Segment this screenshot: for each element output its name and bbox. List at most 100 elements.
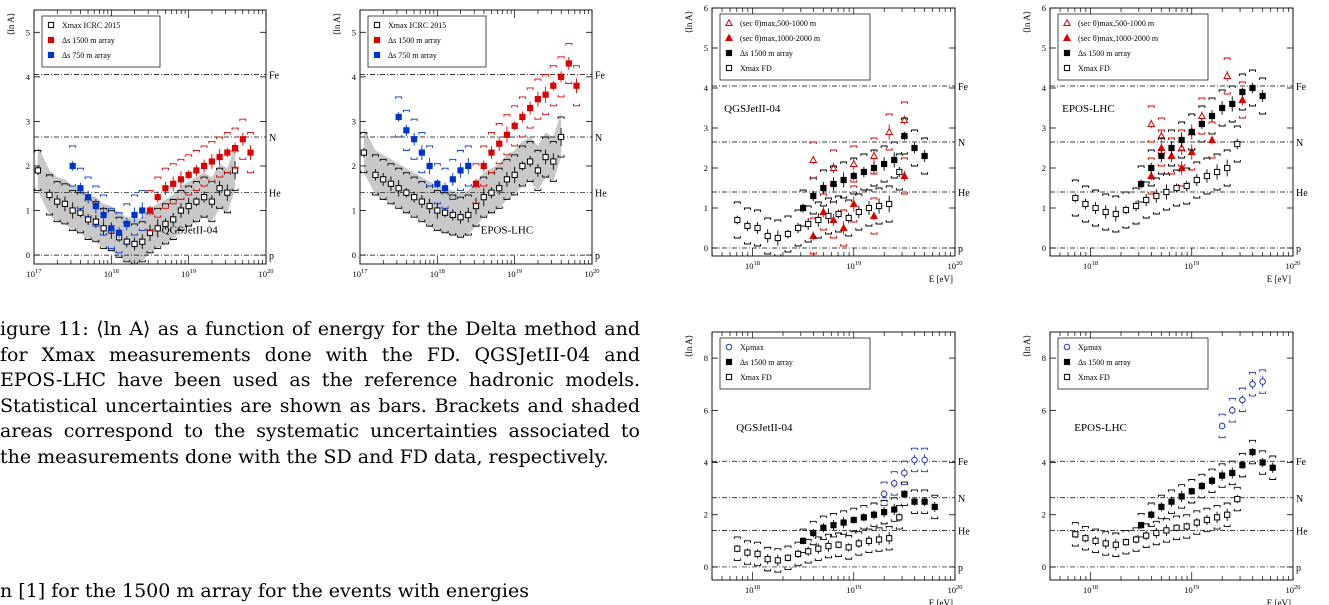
legend-entry: Δs 1500 m array <box>388 36 441 45</box>
data-point <box>1213 168 1221 176</box>
data-point <box>849 159 858 167</box>
systematic-bracket <box>154 207 162 249</box>
systematic-bracket <box>845 535 853 560</box>
data-point <box>162 220 169 227</box>
data-point <box>131 211 138 219</box>
data-point <box>875 202 883 210</box>
plot-frame <box>1049 331 1294 581</box>
x-tick-label: 1018 <box>745 584 760 595</box>
data-point <box>46 191 53 199</box>
data-point <box>1224 511 1231 518</box>
systematic-bracket <box>495 123 503 165</box>
data-point <box>1183 182 1190 190</box>
systematic-bracket <box>1081 185 1089 223</box>
systematic-bracket <box>402 109 410 151</box>
legend-marker <box>725 358 733 366</box>
systematic-bracket <box>1249 372 1256 397</box>
data-point <box>387 180 395 187</box>
systematic-bracket <box>200 176 208 218</box>
legend-marker <box>1063 49 1071 57</box>
systematic-bracket <box>1168 129 1175 167</box>
systematic-bracket <box>464 145 472 187</box>
y-tick-label: 1 <box>704 203 708 213</box>
y-tick-label: 1 <box>26 206 30 216</box>
systematic-bracket <box>1259 77 1267 115</box>
data-point <box>208 198 215 205</box>
systematic-bracket <box>1157 129 1165 167</box>
data-point <box>1259 459 1266 466</box>
data-point <box>870 511 878 518</box>
data-point <box>418 198 425 205</box>
systematic-bracket <box>53 181 61 223</box>
y-tick-label: 5 <box>26 27 30 37</box>
legend-marker <box>1062 33 1072 41</box>
data-point <box>870 164 878 172</box>
data-point <box>921 498 928 505</box>
data-point <box>488 149 495 156</box>
data-point <box>108 225 115 232</box>
systematic-bracket <box>1223 57 1231 95</box>
y-tick-label: 3 <box>704 123 708 133</box>
systematic-bracket <box>418 132 426 174</box>
systematic-bracket <box>1071 522 1079 547</box>
systematic-bracket <box>931 494 939 520</box>
systematic-bracket <box>754 209 762 247</box>
data-point <box>418 149 425 156</box>
systematic-bracket <box>830 512 837 538</box>
data-point <box>1269 464 1276 471</box>
legend-box <box>719 13 871 81</box>
systematic-bracket <box>61 183 69 225</box>
data-point <box>815 216 822 224</box>
systematic-bracket <box>850 157 858 195</box>
reference-label-he: He <box>269 189 281 200</box>
systematic-bracket <box>1238 73 1246 111</box>
systematic-bracket <box>107 210 115 252</box>
y-tick-label: 5 <box>352 27 356 37</box>
data-point <box>146 207 154 214</box>
data-point <box>896 168 903 176</box>
data-point <box>239 136 246 143</box>
data-point <box>139 238 146 245</box>
reference-label-p: p <box>958 563 963 574</box>
data-point <box>855 540 862 547</box>
y-tick-label: 0 <box>704 243 708 253</box>
reference-label-he: He <box>1296 526 1308 537</box>
data-point <box>177 176 185 183</box>
data-point <box>1207 135 1217 143</box>
systematic-bracket <box>814 201 822 239</box>
systematic-bracket <box>733 536 741 561</box>
systematic-bracket <box>845 199 853 237</box>
model-label: QGSJetII-04 <box>724 103 781 115</box>
y-tick-label: 2 <box>704 163 708 173</box>
y-tick-label: 1 <box>1042 203 1046 213</box>
x-tick-label: 1019 <box>507 268 522 279</box>
x-tick-label: 1018 <box>430 268 445 279</box>
y-tick-label: 4 <box>704 458 709 468</box>
systematic-bracket <box>231 127 239 169</box>
data-point <box>69 162 76 170</box>
x-axis-label: E [eV] <box>1267 598 1291 605</box>
data-point <box>360 149 367 156</box>
data-point <box>845 544 852 551</box>
data-point <box>1122 206 1130 214</box>
data-point <box>794 224 802 232</box>
legend-entry: Δs 1500 m array <box>1078 358 1131 367</box>
systematic-bracket <box>426 145 434 187</box>
systematic-bracket <box>1173 169 1181 207</box>
data-point <box>1132 202 1140 210</box>
systematic-bracket <box>870 149 878 187</box>
data-point <box>819 207 828 215</box>
data-point <box>372 171 379 178</box>
data-point <box>1259 378 1266 385</box>
systematic-bracket <box>372 154 379 196</box>
legend-marker <box>1062 18 1072 26</box>
data-point <box>1168 498 1175 505</box>
legend-entry: Δs 1500 m array <box>62 36 115 45</box>
systematic-bracket <box>457 196 464 238</box>
systematic-bracket <box>880 481 888 507</box>
systematic-bracket <box>764 217 772 255</box>
data-point <box>1177 163 1186 171</box>
systematic-bracket <box>835 532 843 557</box>
data-point <box>850 516 857 524</box>
systematic-bracket <box>557 116 565 158</box>
